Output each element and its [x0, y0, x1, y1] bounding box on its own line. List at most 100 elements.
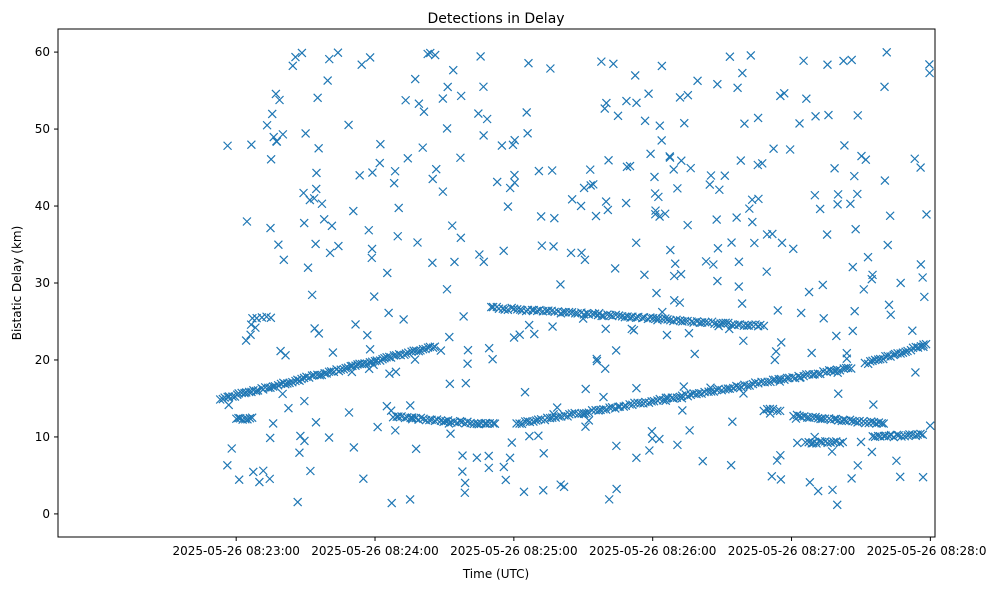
data-point [291, 52, 300, 62]
data-point [438, 187, 448, 197]
data-point [325, 248, 335, 258]
data-point [319, 214, 329, 224]
y-tick-label: 0 [42, 507, 50, 521]
data-point [242, 217, 252, 226]
data-point [744, 321, 754, 330]
data-point [266, 313, 276, 323]
data-point [421, 344, 430, 354]
data-point [744, 204, 754, 214]
data-point [472, 453, 482, 463]
data-point [736, 156, 746, 165]
data-point [601, 324, 611, 334]
data-point [559, 482, 569, 492]
data-point [528, 417, 538, 426]
data-point [853, 460, 863, 470]
data-point [721, 318, 731, 328]
data-point [845, 415, 855, 425]
data-point [646, 149, 655, 159]
data-point [694, 388, 704, 398]
data-point [344, 408, 354, 417]
data-point [856, 437, 866, 447]
data-point [670, 259, 680, 269]
data-point [712, 79, 722, 89]
data-point [657, 136, 667, 145]
data-point [488, 418, 498, 428]
data-point [246, 140, 256, 150]
data-point [833, 389, 843, 399]
data-point [810, 432, 820, 442]
data-point [536, 212, 546, 221]
data-point [779, 88, 789, 98]
data-point [324, 54, 334, 64]
data-point [463, 359, 472, 369]
data-point [287, 377, 297, 387]
data-point [727, 238, 736, 248]
data-point [855, 416, 865, 426]
data-point [677, 405, 687, 415]
data-point [725, 52, 735, 62]
data-point [603, 310, 612, 320]
data-point [529, 329, 539, 339]
data-point [919, 340, 928, 350]
data-point [314, 329, 324, 338]
data-point [647, 434, 657, 444]
x-tick-label: 2025-05-26 08:27:00 [728, 544, 855, 558]
data-point [900, 431, 910, 441]
data-point [655, 121, 665, 131]
data-point [604, 155, 613, 165]
data-point [474, 250, 484, 259]
data-points [215, 47, 935, 510]
data-point [394, 203, 404, 213]
data-point [364, 364, 374, 374]
data-point [372, 356, 382, 366]
data-point [241, 336, 251, 345]
data-point [925, 421, 935, 431]
data-point [924, 60, 934, 69]
data-point [390, 166, 400, 176]
data-point [401, 95, 411, 105]
data-point [838, 437, 848, 447]
data-point [632, 98, 641, 108]
data-point [390, 425, 400, 435]
data-point [882, 47, 892, 57]
data-point [839, 56, 848, 66]
data-point [712, 215, 722, 224]
data-point [801, 94, 811, 104]
data-point [701, 256, 711, 266]
data-point [382, 268, 392, 278]
data-point [604, 494, 614, 504]
data-point [497, 141, 507, 151]
data-point [410, 74, 420, 84]
data-point [867, 447, 877, 457]
data-point [459, 312, 469, 321]
data-point [714, 185, 724, 195]
data-point [661, 396, 671, 406]
data-point [903, 346, 912, 356]
data-point [845, 199, 855, 209]
data-point [796, 308, 806, 318]
data-point [524, 320, 534, 330]
data-point [473, 109, 483, 118]
data-point [732, 213, 742, 222]
data-point [647, 426, 657, 436]
data-point [428, 174, 438, 184]
data-point [916, 260, 926, 269]
data-point [266, 154, 276, 164]
data-point [679, 382, 689, 391]
data-point [566, 248, 576, 258]
data-point [675, 92, 685, 102]
data-point [505, 453, 515, 463]
data-point [250, 323, 260, 333]
data-point [282, 379, 292, 388]
data-point [326, 367, 336, 376]
data-point [847, 55, 857, 65]
data-point [843, 363, 853, 373]
data-point [585, 165, 595, 175]
data-point [753, 113, 763, 123]
data-point [588, 179, 598, 189]
data-point [630, 71, 640, 80]
data-point [507, 438, 517, 447]
data-point [425, 48, 435, 58]
data-point [446, 429, 455, 439]
data-point [833, 368, 843, 378]
